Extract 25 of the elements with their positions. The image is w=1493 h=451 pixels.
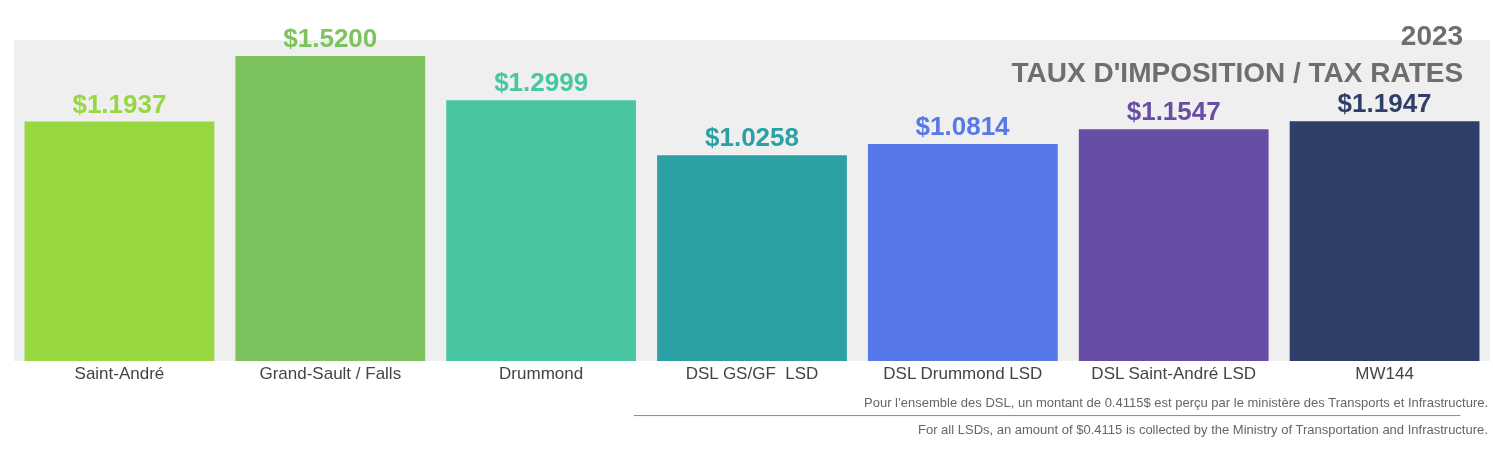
bar xyxy=(446,100,637,361)
data-label: $1.5200 xyxy=(283,23,378,54)
data-label: $1.1947 xyxy=(1337,88,1432,119)
data-label: $1.2999 xyxy=(494,67,589,98)
x-tick-label: Drummond xyxy=(499,364,584,383)
data-label: $1.0258 xyxy=(705,122,799,153)
x-tick-label: DSL Drummond LSD xyxy=(883,364,1043,383)
data-label: $1.1547 xyxy=(1126,96,1221,127)
x-tick-label: Grand-Sault / Falls xyxy=(259,364,402,383)
x-tick-label: DSL Saint-André LSD xyxy=(1091,364,1257,383)
bar xyxy=(657,155,847,361)
bar xyxy=(24,121,215,361)
x-tick-label: MW144 xyxy=(1355,364,1414,383)
data-label: $1.1937 xyxy=(72,88,167,119)
x-tick-label: Saint-André xyxy=(74,364,165,383)
bar xyxy=(1289,121,1480,361)
text: Pour l’ensemble des DSL, un montant de 0.4115$ est perçu par le ministère des Transports et Infrastructure. xyxy=(864,395,1489,410)
bar xyxy=(235,56,426,361)
text: For all LSDs, an amount of $0.4115 is collected by the Ministry of Transportation and Infrastructure. xyxy=(918,422,1488,437)
chart-title: 2023 xyxy=(1400,20,1464,52)
bar xyxy=(867,144,1058,361)
data-label: $1.0814 xyxy=(915,111,1011,142)
bar xyxy=(1078,129,1269,361)
chart-subtitle: TAUX D'IMPOSITION / TAX RATES xyxy=(1011,56,1464,88)
x-tick-label: DSL GS/GF LSD xyxy=(685,364,819,383)
